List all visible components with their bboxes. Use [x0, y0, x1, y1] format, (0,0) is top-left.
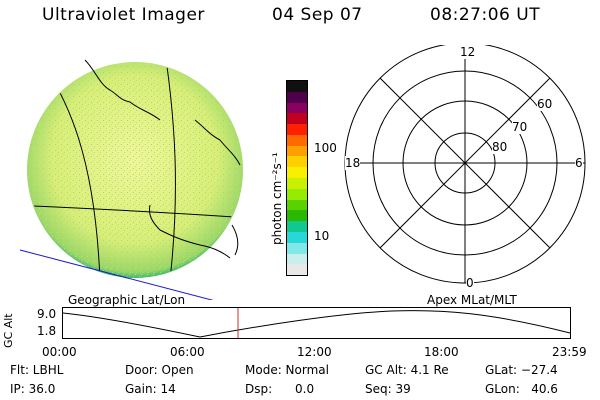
- lat-70-label: 70: [512, 120, 528, 134]
- colorbar-segment: [287, 231, 307, 243]
- colorbar-segment: [287, 264, 307, 276]
- colorbar-segment: [287, 91, 307, 103]
- filter-info: Flt: LBHL: [10, 363, 64, 377]
- colorbar-segment: [287, 102, 307, 114]
- mlt-12-label: 12: [459, 45, 477, 59]
- alt-ylabel: GC Alt: [2, 313, 15, 348]
- date-label: 04 Sep 07: [272, 5, 363, 25]
- colorbar-segment: [287, 199, 307, 211]
- colorbar-segment: [287, 156, 307, 168]
- alt-ytick-high: 9.0: [37, 307, 57, 321]
- colorbar-segment: [287, 178, 307, 189]
- alt-xtick-4: 23:59: [552, 345, 587, 359]
- glon-info: GLon: 40.6: [485, 382, 558, 396]
- colorbar-segment: [287, 188, 307, 200]
- ip-info: IP: 36.0: [10, 382, 56, 396]
- lat-60-label: 60: [537, 97, 553, 111]
- polar-plot: [344, 45, 586, 284]
- colorbar-segment: [287, 242, 307, 254]
- colorbar-segment: [287, 113, 307, 125]
- apex-label: Apex MLat/MLT: [427, 293, 517, 307]
- colorbar-segment: [287, 167, 307, 179]
- colorbar-unit-label: photon cm⁻²s⁻¹: [270, 152, 284, 245]
- uv-image-panel: [19, 59, 243, 300]
- color-scale-bar: [286, 80, 308, 276]
- gc-alt-info: GC Alt: 4.1 Re: [365, 363, 449, 377]
- alt-xtick-2: 12:00: [297, 345, 332, 359]
- colorbar-segment: [287, 81, 307, 92]
- altitude-plot: [62, 307, 571, 339]
- equator-line: [19, 249, 214, 300]
- colorbar-segment: [287, 221, 307, 232]
- coastlines: [84, 59, 241, 259]
- colorbar-segment: [287, 210, 307, 222]
- door-info: Door: Open: [125, 363, 194, 377]
- gain-info: Gain: 14: [125, 382, 176, 396]
- dsp-info: Dsp: 0.0: [245, 382, 315, 396]
- alt-xtick-0: 00:00: [42, 345, 77, 359]
- lat-80-label: 80: [492, 140, 508, 154]
- colorbar-tick-100: 100: [314, 141, 337, 155]
- time-label: 08:27:06 UT: [430, 5, 541, 25]
- mode-info: Mode: Normal: [245, 363, 329, 377]
- geographic-label: Geographic Lat/Lon: [68, 293, 186, 307]
- colorbar-segment: [287, 124, 307, 135]
- colorbar-tick-10: 10: [314, 229, 330, 243]
- mlt-0-label: 0: [466, 276, 474, 290]
- alt-ytick-low: 1.8: [37, 324, 57, 338]
- colorbar-segment: [287, 253, 307, 265]
- seq-info: Seq: 39: [365, 382, 411, 396]
- mlt-18-label: 18: [345, 156, 361, 170]
- alt-xtick-3: 18:00: [424, 345, 459, 359]
- instrument-title: Ultraviolet Imager: [42, 5, 205, 25]
- mlt-6-label: 6: [575, 156, 583, 170]
- colorbar-segment: [287, 145, 307, 157]
- colorbar-segment: [287, 134, 307, 146]
- glat-info: GLat: −27.4: [485, 363, 558, 377]
- alt-xtick-1: 06:00: [170, 345, 205, 359]
